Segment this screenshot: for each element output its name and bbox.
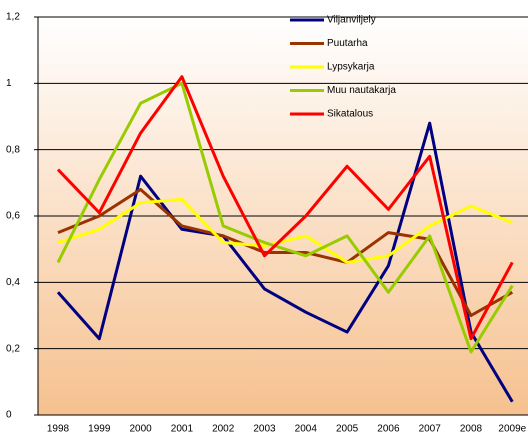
x-tick-label: 2008: [460, 424, 483, 435]
legend-label: Muu nautakarja: [327, 85, 396, 96]
y-tick-label: 0,6: [6, 211, 20, 222]
x-tick-label: 2007: [419, 424, 442, 435]
y-tick-label: 0: [6, 410, 12, 421]
x-tick-label: 2006: [377, 424, 400, 435]
series-line: [56, 121, 514, 403]
x-tick-label: 1998: [47, 424, 70, 435]
y-tick-label: 0,8: [6, 144, 20, 155]
legend-label: Puutarha: [327, 38, 368, 49]
legend-label: Sikatalous: [327, 109, 373, 120]
y-tick-label: 0,4: [6, 277, 20, 288]
series-line: [56, 81, 514, 354]
series-line: [57, 197, 513, 264]
legend-label: Viljanviljely: [327, 15, 376, 26]
series-line: [56, 75, 514, 341]
x-tick-label: 2005: [336, 424, 359, 435]
x-tick-label: 1999: [88, 424, 111, 435]
x-tick-label: 2000: [129, 424, 152, 435]
y-tick-label: 1,2: [6, 12, 20, 23]
x-tick-label: 2004: [295, 424, 318, 435]
x-tick-label: 2002: [212, 424, 235, 435]
x-tick-label: 2001: [171, 424, 194, 435]
x-tick-label: 2009e: [498, 424, 526, 435]
x-tick-label: 2003: [253, 424, 276, 435]
y-tick-label: 1: [6, 78, 12, 89]
y-tick-label: 0,2: [6, 343, 20, 354]
legend-label: Lypsykarja: [327, 62, 375, 73]
